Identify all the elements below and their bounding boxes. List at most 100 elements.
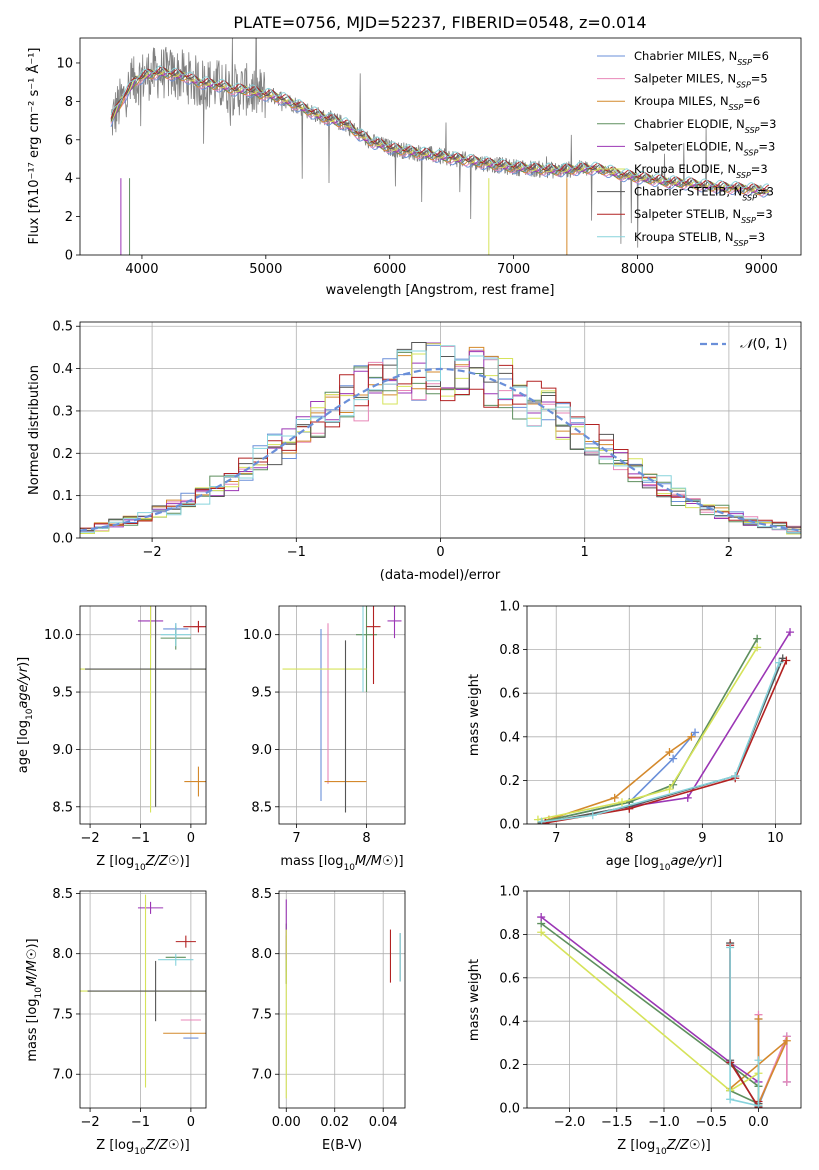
- mass-weight-line: [545, 660, 788, 824]
- mass-weight-marker: [683, 793, 692, 802]
- x-tick-label: −1: [287, 545, 306, 560]
- x-tick-label: −0.5: [695, 1115, 727, 1130]
- x-tick-label: 8: [362, 831, 370, 846]
- residual-histogram-panel: −2 −1 0 1 2 0.0 0.1 0.2 0.3 0.4 0.5 (data-model)/er…: [27, 320, 802, 583]
- figure-title: PLATE=0756, MJD=52237, FIBERID=0548, z=0…: [233, 13, 646, 32]
- mass-weight-marker: [726, 1095, 735, 1104]
- label-part: M/M☉: [25, 949, 40, 987]
- y-axis-label: age [log10age/yr)]: [16, 657, 35, 774]
- label-sub: 10: [655, 1147, 667, 1157]
- label-sub: 10: [34, 987, 44, 999]
- y-tick-label: 0.6: [499, 971, 520, 986]
- x-tick-label: 9000: [745, 262, 778, 277]
- legend-sub: SSP: [745, 125, 760, 134]
- legend-label: Salpeter MILES, NSSP=5: [634, 72, 768, 90]
- x-tick-label: −1: [131, 831, 150, 846]
- x-tick-label: 1: [581, 545, 589, 560]
- legend-label: Chabrier MILES, NSSP=6: [634, 49, 769, 67]
- x-tick-label: −1.0: [648, 1115, 680, 1130]
- model-spectrum-line: [110, 69, 770, 193]
- legend-sub: SSP: [744, 148, 759, 157]
- y-tick-label: 0.1: [52, 489, 73, 504]
- legend-sub: SSP: [729, 103, 744, 112]
- mass-age-panel: 7 8 8.5 9.0 9.5 10.0 mass [log10M/M☉)]: [243, 605, 406, 873]
- y-tick-label: 0.4: [499, 730, 520, 745]
- label-part: )]: [25, 938, 40, 948]
- label-part: mass [log: [280, 854, 343, 869]
- legend-sub: SSP: [736, 80, 751, 89]
- x-tick-label: −2: [80, 831, 99, 846]
- x-tick-label: 6000: [373, 262, 406, 277]
- mass-weight-marker: [754, 1056, 763, 1065]
- y-tick-label: 2: [65, 210, 73, 225]
- label-sub: 10: [134, 863, 146, 873]
- x-tick-label: 0.04: [369, 1115, 398, 1130]
- model-spectrum-line: [110, 66, 770, 191]
- x-axis-label: mass [log10M/M☉)]: [280, 854, 403, 873]
- plot-area: [110, 38, 770, 255]
- legend-label: Kroupa MILES, NSSP=6: [634, 94, 760, 112]
- mass-weight-marker: [617, 798, 626, 807]
- axes-frame: [79, 321, 802, 539]
- y-tick-label: 8.5: [52, 887, 73, 902]
- legend-label: Salpeter ELODIE, NSSP=3: [634, 139, 775, 157]
- mass-weight-marker: [754, 1101, 763, 1108]
- plot-area: [80, 894, 206, 1088]
- label-part: Z [log: [96, 1138, 134, 1153]
- plot-area: [80, 606, 206, 813]
- legend-part: =6: [752, 49, 769, 63]
- y-tick-label: 4: [65, 172, 73, 187]
- mass-weight-line: [541, 658, 784, 824]
- x-tick-label: 5000: [249, 262, 282, 277]
- label-part: )]: [701, 1138, 711, 1153]
- y-tick-label: 0.0: [52, 532, 73, 547]
- legend-part: Kroupa ELODIE, N: [634, 162, 736, 176]
- x-tick-label: 7: [552, 831, 560, 846]
- y-tick-label: 10.0: [243, 628, 272, 643]
- legend-part: Chabrier MILES, N: [634, 49, 737, 63]
- legend-part: =3: [751, 162, 768, 176]
- y-tick-label: 0.0: [499, 1102, 520, 1117]
- label-part: )]: [712, 854, 722, 869]
- mass-weight-marker: [588, 811, 597, 820]
- label-part: Z [log: [617, 1138, 655, 1153]
- y-tick-label: 0.4: [499, 1015, 520, 1030]
- label-sub: 10: [134, 1147, 146, 1157]
- y-tick-label: 8.5: [251, 800, 272, 815]
- x-tick-label: 2: [725, 545, 733, 560]
- mass-weight-marker: [726, 943, 735, 952]
- mass-weight-marker: [665, 748, 674, 757]
- plot-area: [533, 628, 795, 824]
- mass-weight-marker: [625, 804, 634, 813]
- legend-sub: SSP: [741, 216, 756, 225]
- y-tick-label: 8.0: [251, 947, 272, 962]
- mass-weight-marker: [782, 1036, 791, 1045]
- plot-area: [285, 899, 401, 1099]
- plot-area: [80, 342, 801, 535]
- legend-part: =6: [743, 94, 760, 108]
- y-tick-label: 10: [56, 56, 73, 71]
- mass-weight-line: [757, 1014, 788, 1105]
- normal-curve: [80, 367, 801, 532]
- mass-weight-marker: [782, 656, 791, 665]
- axes-frame: [278, 605, 406, 825]
- y-tick-label: 0.5: [52, 320, 73, 335]
- legend-label: Salpeter STELIB, NSSP=3: [634, 207, 773, 225]
- legend-sub: SSP: [737, 58, 752, 67]
- y-tick-label: 0.8: [499, 643, 520, 658]
- label-part: )]: [180, 1138, 190, 1153]
- axes-frame: [79, 605, 207, 825]
- label-part: Z/Z☉: [666, 1138, 701, 1153]
- legend-part: Kroupa MILES, N: [634, 94, 729, 108]
- mass-weight-marker: [537, 817, 546, 824]
- y-tick-label: 9.5: [52, 686, 73, 701]
- label-part: )]: [180, 854, 190, 869]
- mass-weight-line: [729, 947, 760, 1107]
- x-axis-label: (data-model)/error: [380, 568, 501, 583]
- y-tick-label: 8: [65, 95, 73, 110]
- y-tick-label: 0.0: [499, 818, 520, 833]
- x-tick-label: 4000: [125, 262, 158, 277]
- histogram-step: [80, 345, 801, 533]
- x-tick-label: 0.02: [320, 1115, 349, 1130]
